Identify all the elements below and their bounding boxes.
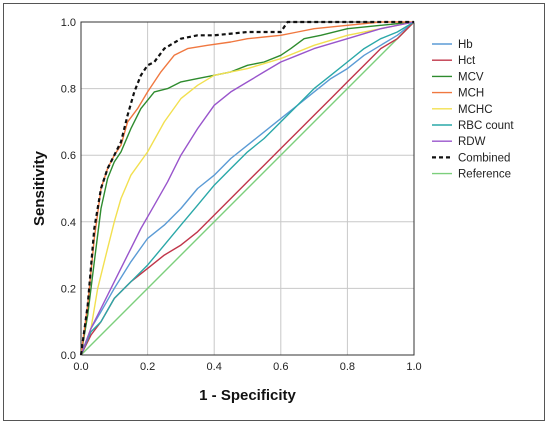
series-lines — [79, 20, 415, 356]
series-line-reference — [80, 21, 415, 356]
y-tick-label: 0.0 — [61, 350, 76, 362]
plot-area — [80, 21, 415, 356]
series-line-combined — [79, 20, 414, 356]
x-tick-label: 0.6 — [273, 361, 288, 373]
y-axis-title: Sensitivity — [31, 150, 48, 226]
x-axis-title: 1 - Specificity — [199, 387, 296, 404]
x-tick-label: 0.8 — [340, 361, 355, 373]
chart-frame — [3, 3, 545, 421]
series-line-rbc-count — [80, 21, 415, 356]
x-tick-label: 0.4 — [207, 361, 222, 373]
y-tick-label: 1.0 — [61, 17, 76, 29]
legend-label: RDW — [458, 136, 486, 148]
x-tick-label: 0.2 — [140, 361, 155, 373]
x-tick-label: 1.0 — [406, 361, 421, 373]
y-tick-label: 0.4 — [61, 217, 76, 229]
legend-label: Reference — [458, 169, 511, 181]
series-line-hb — [80, 21, 415, 356]
legend-label: RBC count — [458, 120, 514, 132]
legend-label: MCH — [458, 88, 484, 100]
legend-label: MCV — [458, 71, 484, 83]
legend-label: Hb — [458, 39, 473, 51]
legend-label: Combined — [458, 152, 510, 164]
series-line-mcv — [80, 21, 415, 356]
legend-label: MCHC — [458, 104, 493, 116]
series-line-mchc — [80, 21, 415, 356]
series-line-rdw — [80, 21, 415, 356]
y-tick-label: 0.2 — [61, 283, 76, 295]
y-tick-label: 0.8 — [61, 84, 76, 96]
legend-label: Hct — [458, 55, 476, 67]
series-line-mch — [80, 21, 414, 356]
y-tick-label: 0.6 — [61, 150, 76, 162]
x-tick-label: 0.0 — [73, 361, 88, 373]
axis-ticks: 0.0 0.2 0.4 0.6 0.8 1.0 0.0 0.2 0.4 0.6 0.8 1.0 — [61, 17, 422, 373]
legend: Hb Hct MCV MCH MCHC RBC count RDW Combined Refer… — [432, 39, 514, 181]
